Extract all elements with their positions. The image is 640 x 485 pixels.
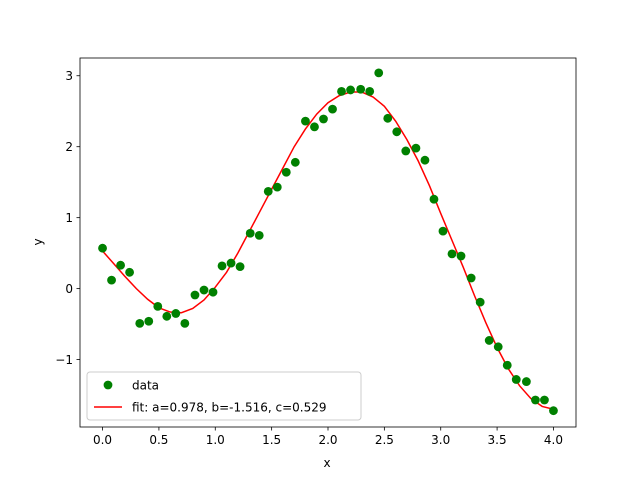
x-tick-label: 1.5: [262, 433, 281, 447]
data-point: [254, 231, 264, 240]
data-point: [411, 143, 421, 153]
x-tick-label: 0.0: [93, 433, 112, 447]
data-point: [401, 146, 411, 156]
data-point: [429, 194, 439, 204]
x-tick-label: 0.5: [149, 433, 168, 447]
data-point: [310, 122, 319, 132]
data-point: [190, 290, 200, 300]
data-point: [290, 157, 300, 167]
data-point: [301, 116, 310, 126]
data-point: [162, 311, 172, 321]
data-point: [511, 375, 521, 384]
data-point: [531, 395, 540, 405]
legend-label: fit: a=0.978, b=-1.516, c=0.529: [132, 401, 327, 415]
plot-area: [98, 68, 558, 416]
data-point: [125, 267, 134, 277]
data-point: [374, 68, 384, 78]
data-point: [522, 377, 531, 386]
data-point: [235, 262, 245, 272]
data-point: [208, 287, 218, 297]
x-tick-label: 2.0: [318, 433, 337, 447]
y-tick-label: 0: [65, 282, 73, 296]
data-point: [328, 104, 337, 114]
x-tick-label: 4.0: [544, 433, 563, 447]
data-point: [447, 249, 457, 259]
data-point: [383, 113, 393, 123]
data-point: [180, 319, 190, 328]
data-point: [540, 395, 549, 405]
y-tick-label: 1: [65, 211, 73, 225]
data-point: [484, 336, 494, 345]
x-axis-label: x: [323, 456, 330, 470]
data-point: [263, 187, 273, 196]
data-point: [346, 85, 355, 95]
legend-box: [86, 371, 362, 421]
data-point: [319, 114, 328, 124]
data-point: [171, 309, 181, 318]
data-point: [365, 86, 375, 96]
data-point: [199, 285, 209, 295]
data-point: [456, 251, 466, 261]
data-point: [272, 182, 282, 192]
data-point: [153, 301, 163, 311]
data-point: [217, 261, 227, 271]
data-point: [281, 167, 291, 177]
data-point: [98, 243, 107, 253]
x-tick-label: 3.0: [431, 433, 450, 447]
data-point: [475, 297, 485, 307]
data-point: [135, 319, 145, 328]
data-point: [549, 406, 558, 416]
data-point: [337, 86, 346, 96]
y-tick-label: 3: [65, 69, 73, 83]
data-point: [466, 273, 476, 283]
y-tick-label: 2: [65, 140, 73, 154]
x-tick-label: 3.5: [488, 433, 507, 447]
y-tick-label: −1: [55, 353, 73, 367]
x-tick-label: 2.5: [375, 433, 394, 447]
y-axis-label: y: [31, 238, 45, 245]
legend-label: data: [132, 379, 159, 393]
data-point: [493, 342, 503, 352]
data-point: [116, 260, 125, 270]
data-point: [144, 316, 154, 326]
data-points: [98, 68, 558, 416]
data-point: [438, 226, 448, 236]
axes: 0.0 0.5 1.0 1.5 2.0 2.5 3.0 3.5 4.0 −1 0 1 2 3: [55, 57, 577, 447]
data-point: [107, 275, 116, 285]
data-point: [356, 84, 366, 94]
x-tick-label: 1.0: [206, 433, 225, 447]
data-point: [245, 228, 255, 238]
data-point: [420, 155, 430, 165]
data-point: [502, 360, 512, 370]
data-point: [226, 258, 236, 268]
legend: data fit: a=0.978, b=-1.516, c=0.529: [86, 371, 362, 421]
data-point: [392, 127, 402, 137]
legend-marker-data: [103, 380, 113, 390]
